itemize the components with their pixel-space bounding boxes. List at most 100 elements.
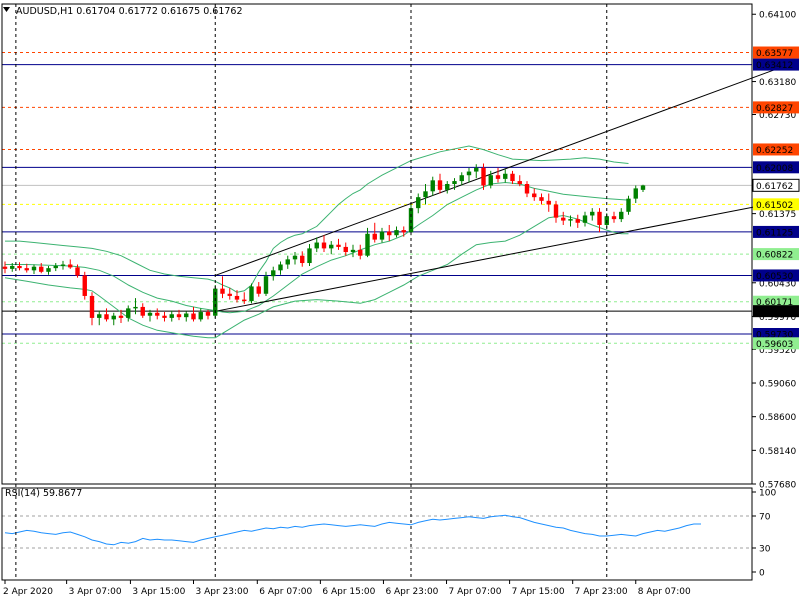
bullish-candle[interactable] bbox=[394, 230, 399, 236]
bullish-candle[interactable] bbox=[633, 188, 638, 199]
bearish-candle[interactable] bbox=[524, 184, 530, 194]
bearish-candle[interactable] bbox=[191, 313, 196, 320]
bearish-candle[interactable] bbox=[176, 314, 182, 318]
bearish-candle[interactable] bbox=[256, 286, 261, 294]
bearish-candle[interactable] bbox=[372, 233, 377, 240]
bullish-candle[interactable] bbox=[249, 286, 254, 302]
bullish-candle[interactable] bbox=[350, 249, 356, 253]
bearish-candle[interactable] bbox=[532, 193, 537, 198]
bullish-candle[interactable] bbox=[445, 184, 450, 190]
bearish-candle[interactable] bbox=[155, 312, 160, 316]
bullish-candle[interactable] bbox=[452, 181, 457, 184]
bullish-candle[interactable] bbox=[169, 314, 174, 318]
bullish-candle[interactable] bbox=[133, 306, 138, 309]
price-level-tag bbox=[753, 248, 799, 261]
bearish-candle[interactable] bbox=[517, 181, 522, 184]
bullish-candle[interactable] bbox=[466, 171, 472, 176]
bearish-candle[interactable] bbox=[104, 314, 109, 320]
bullish-candle[interactable] bbox=[60, 264, 66, 266]
bullish-candle[interactable] bbox=[184, 313, 189, 318]
bearish-candle[interactable] bbox=[539, 197, 544, 201]
bullish-candle[interactable] bbox=[619, 211, 624, 220]
bearish-candle[interactable] bbox=[17, 265, 22, 269]
bullish-candle[interactable] bbox=[213, 288, 218, 316]
bullish-candle[interactable] bbox=[46, 268, 51, 272]
bearish-candle[interactable] bbox=[242, 299, 247, 302]
bullish-candle[interactable] bbox=[416, 197, 421, 209]
bearish-candle[interactable] bbox=[611, 216, 617, 220]
bearish-candle[interactable] bbox=[140, 306, 145, 316]
bearish-candle[interactable] bbox=[561, 217, 566, 221]
bullish-candle[interactable] bbox=[285, 259, 290, 265]
bearish-candle[interactable] bbox=[227, 293, 232, 296]
bearish-candle[interactable] bbox=[553, 204, 559, 218]
bullish-candle[interactable] bbox=[626, 198, 631, 212]
bearish-candle[interactable] bbox=[220, 288, 225, 294]
bearish-candle[interactable] bbox=[75, 267, 80, 276]
bearish-candle[interactable] bbox=[575, 219, 580, 223]
price-level-tag bbox=[753, 337, 799, 350]
bearish-candle[interactable] bbox=[401, 230, 406, 233]
bearish-candle[interactable] bbox=[162, 315, 167, 318]
bullish-candle[interactable] bbox=[292, 255, 298, 260]
bearish-candle[interactable] bbox=[68, 264, 73, 268]
bearish-candle[interactable] bbox=[437, 180, 443, 190]
bearish-candle[interactable] bbox=[336, 244, 341, 247]
x-axis-tick-label: 3 Apr 07:00 bbox=[69, 587, 122, 597]
price-level-label: 0.62827 bbox=[756, 104, 793, 114]
y-axis-tick-label: 0.61375 bbox=[759, 210, 796, 220]
bearish-candle[interactable] bbox=[205, 312, 211, 316]
bearish-candle[interactable] bbox=[39, 266, 44, 272]
bullish-candle[interactable] bbox=[582, 215, 588, 223]
bullish-candle[interactable] bbox=[271, 270, 276, 277]
bullish-candle[interactable] bbox=[430, 180, 435, 192]
bullish-candle[interactable] bbox=[314, 242, 319, 249]
bullish-candle[interactable] bbox=[590, 211, 595, 216]
bullish-candle[interactable] bbox=[147, 312, 153, 316]
bullish-candle[interactable] bbox=[568, 219, 573, 221]
bearish-candle[interactable] bbox=[510, 173, 515, 182]
bearish-candle[interactable] bbox=[495, 175, 501, 179]
bearish-candle[interactable] bbox=[300, 255, 305, 264]
bullish-candle[interactable] bbox=[640, 185, 646, 190]
trendline[interactable] bbox=[215, 66, 783, 276]
bullish-candle[interactable] bbox=[278, 264, 283, 271]
bullish-candle[interactable] bbox=[97, 314, 102, 318]
bullish-candle[interactable] bbox=[459, 175, 464, 182]
bearish-candle[interactable] bbox=[546, 200, 551, 205]
bearish-candle[interactable] bbox=[89, 295, 95, 318]
bearish-candle[interactable] bbox=[597, 211, 602, 225]
bearish-candle[interactable] bbox=[358, 249, 363, 256]
bearish-candle[interactable] bbox=[321, 242, 327, 249]
bullish-candle[interactable] bbox=[10, 265, 15, 269]
bullish-candle[interactable] bbox=[111, 315, 116, 320]
bearish-candle[interactable] bbox=[118, 315, 124, 318]
bullish-candle[interactable] bbox=[263, 276, 269, 294]
trendline[interactable] bbox=[215, 201, 783, 312]
bearish-candle[interactable] bbox=[343, 246, 348, 253]
bearish-candle[interactable] bbox=[2, 266, 8, 269]
bearish-candle[interactable] bbox=[234, 295, 240, 300]
bullish-candle[interactable] bbox=[503, 173, 508, 179]
bullish-candle[interactable] bbox=[126, 308, 131, 318]
triangle-down-icon[interactable] bbox=[3, 7, 10, 12]
bullish-candle[interactable] bbox=[198, 312, 203, 320]
bullish-candle[interactable] bbox=[379, 231, 385, 240]
bearish-candle[interactable] bbox=[387, 231, 392, 236]
bullish-candle[interactable] bbox=[53, 265, 58, 269]
bullish-candle[interactable] bbox=[329, 244, 334, 249]
rsi-axis-tick-label: 100 bbox=[759, 489, 776, 499]
bullish-candle[interactable] bbox=[365, 233, 370, 256]
rsi-plot[interactable] bbox=[2, 514, 752, 549]
bullish-candle[interactable] bbox=[474, 167, 479, 172]
bullish-candle[interactable] bbox=[307, 248, 312, 264]
bullish-candle[interactable] bbox=[423, 191, 428, 198]
bullish-candle[interactable] bbox=[488, 175, 493, 186]
bearish-candle[interactable] bbox=[481, 167, 486, 186]
bullish-candle[interactable] bbox=[31, 266, 37, 271]
bearish-candle[interactable] bbox=[24, 268, 29, 271]
bearish-candle[interactable] bbox=[82, 275, 87, 296]
price-plot[interactable] bbox=[2, 52, 783, 344]
